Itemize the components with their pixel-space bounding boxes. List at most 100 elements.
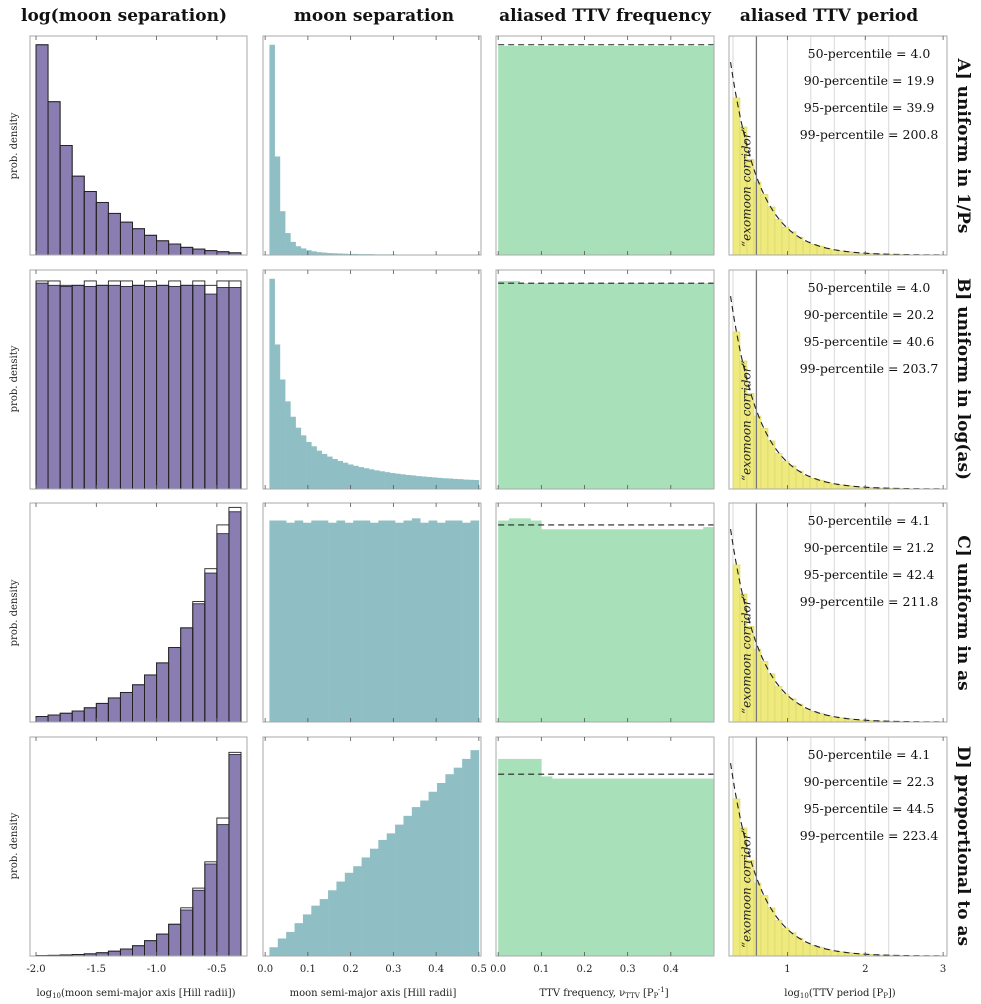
histogram-bar — [767, 673, 776, 723]
histogram-bar — [788, 231, 797, 256]
histogram-bar — [638, 45, 650, 256]
histogram-bar — [649, 778, 661, 956]
histogram-bar — [470, 520, 480, 722]
histogram-bar — [347, 464, 354, 489]
x-tick-label: 0.0 — [490, 964, 506, 975]
histogram-bar — [180, 627, 194, 723]
panel-col4-row-c: “exomoon corridor” 50-percentile = 4.1 90-… — [728, 502, 948, 723]
histogram-bar — [386, 833, 396, 956]
panel-background — [263, 36, 481, 255]
histogram-bar — [321, 453, 328, 489]
histogram-bar — [204, 572, 218, 723]
histogram-bar — [508, 758, 521, 956]
row-label-d: D] proportional to as — [953, 746, 973, 946]
histogram-bar — [802, 942, 811, 957]
histogram-bar — [795, 236, 804, 256]
histogram-bar — [541, 45, 553, 256]
histogram-bar — [816, 479, 825, 490]
histogram-bar — [616, 778, 628, 956]
panel-col3-row-c — [495, 502, 715, 723]
histogram-bar — [180, 246, 194, 256]
histogram-bar — [344, 522, 354, 722]
histogram-bar — [47, 714, 61, 723]
percentile-label: 90-percentile = 20.2 — [804, 307, 935, 322]
histogram-bar — [156, 240, 170, 256]
percentile-label: 90-percentile = 21.2 — [804, 540, 935, 555]
x-tick-label: 1 — [784, 964, 790, 975]
histogram-bar — [428, 791, 438, 956]
histogram-bar — [269, 44, 275, 256]
percentile-label: 95-percentile = 40.6 — [804, 334, 935, 349]
histogram-bar — [192, 284, 206, 490]
histogram-bar — [311, 446, 317, 489]
histogram-bar — [573, 283, 585, 489]
histogram-bar — [386, 520, 396, 722]
panel-col4-row-b: “exomoon corridor” 50-percentile = 4.0 90-… — [728, 269, 948, 490]
histogram-bar — [384, 472, 391, 489]
histogram-bar — [369, 848, 379, 956]
histogram-bar — [216, 824, 230, 957]
histogram-bar — [279, 211, 286, 255]
histogram-bar — [107, 284, 121, 490]
histogram-bar — [463, 479, 469, 489]
histogram-bar — [692, 45, 704, 256]
panel-col1-row-c — [29, 502, 248, 723]
histogram-bar — [788, 465, 797, 490]
histogram-bar — [519, 45, 531, 256]
histogram-bar — [290, 416, 296, 489]
histogram-bar — [809, 477, 818, 490]
histogram-bar — [774, 920, 783, 957]
x-tick-label: 0.1 — [300, 964, 316, 975]
histogram-bar — [428, 520, 438, 722]
histogram-bar — [47, 101, 61, 256]
histogram-bar — [627, 778, 639, 956]
histogram-bar — [498, 520, 510, 722]
histogram-bar — [395, 824, 404, 956]
panels: -2.0 -1.5 -1.0 -0.5 0.0 0.1 0.2 0.3 0.4 0.5 0.0 0.1… — [26, 35, 948, 975]
histogram-bar — [703, 778, 715, 956]
histogram-bar — [573, 529, 585, 722]
histogram-bar — [353, 520, 362, 722]
histogram-bar — [285, 233, 291, 255]
histogram-bar — [228, 511, 242, 723]
histogram-bar — [332, 459, 338, 489]
histogram-bar — [457, 479, 464, 490]
panel-col3-row-a — [495, 35, 715, 256]
histogram-bar — [606, 529, 618, 722]
histogram-bar — [530, 45, 542, 256]
histogram-bar — [541, 776, 553, 956]
histogram-bar — [277, 938, 287, 956]
histogram-bar — [809, 944, 818, 957]
histogram-bar — [71, 175, 85, 256]
histogram-bar — [327, 253, 333, 255]
histogram-bar — [562, 283, 574, 489]
histogram-bar — [192, 248, 206, 256]
histogram-bar — [802, 475, 811, 490]
histogram-bar — [336, 881, 346, 956]
histogram-bar — [436, 477, 443, 489]
histogram-bar — [405, 474, 412, 489]
panel-frame — [29, 502, 248, 723]
histogram-bar — [168, 923, 182, 957]
histogram-bar — [627, 283, 639, 489]
histogram-bar — [269, 520, 279, 722]
histogram-bar — [374, 470, 380, 490]
histogram-bar — [342, 253, 349, 255]
histogram-bar — [753, 181, 762, 256]
histogram-bar — [327, 456, 333, 489]
histogram-bar — [95, 284, 109, 490]
histogram-bar — [541, 283, 553, 489]
histogram-bar — [649, 529, 661, 722]
histogram-bar — [530, 283, 542, 489]
histogram-bar — [353, 866, 362, 956]
histogram-bar — [802, 708, 811, 723]
histogram-bar — [447, 478, 453, 489]
x-tick-label: 0.3 — [620, 964, 636, 975]
histogram-bar — [420, 522, 429, 722]
histogram-bar — [552, 778, 564, 956]
histogram-bar — [389, 473, 396, 489]
histogram-bar — [378, 520, 388, 722]
histogram-bar — [788, 932, 797, 957]
histogram-bar — [802, 241, 811, 256]
